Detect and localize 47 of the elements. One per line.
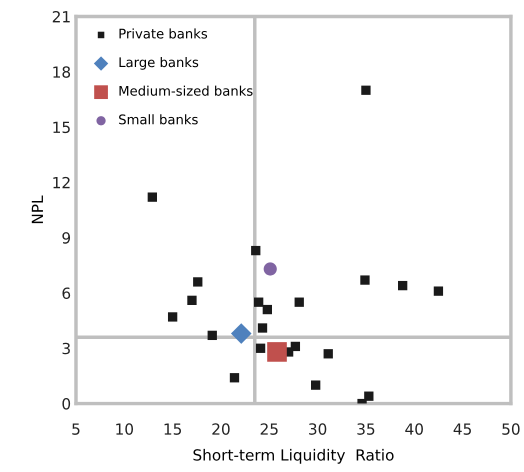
x-tick-label: 5 xyxy=(72,423,80,435)
x-axis-title: Short-term Liquidity Ratio xyxy=(193,448,394,464)
x-tick-label: 20 xyxy=(212,423,230,435)
point xyxy=(290,342,300,352)
point xyxy=(254,298,264,307)
y-tick-label: 9 xyxy=(62,232,70,244)
point xyxy=(398,280,408,290)
x-tick-label: 45 xyxy=(454,423,471,435)
x-tick-label: 10 xyxy=(116,423,134,435)
legend-label: Small banks xyxy=(119,114,198,124)
y-tick-label: 15 xyxy=(53,122,70,134)
point xyxy=(258,323,268,333)
point xyxy=(230,373,240,382)
point xyxy=(324,349,333,358)
point xyxy=(311,380,320,390)
y-tick-label: 12 xyxy=(53,176,70,188)
point xyxy=(361,86,371,95)
point xyxy=(294,298,304,307)
point xyxy=(267,342,287,362)
point xyxy=(364,392,374,401)
y-tick-label: 6 xyxy=(62,287,70,299)
x-tick-label: 30 xyxy=(309,423,326,435)
point xyxy=(148,192,157,202)
point xyxy=(251,246,260,256)
point xyxy=(208,330,217,340)
y-tick-label: 3 xyxy=(62,342,70,354)
x-tick-label: 35 xyxy=(357,423,374,435)
y-tick-label: 0 xyxy=(62,398,70,410)
x-tick-label: 15 xyxy=(164,423,182,435)
point xyxy=(434,286,444,296)
y-tick-label: 21 xyxy=(52,10,70,22)
point xyxy=(187,296,197,306)
point xyxy=(168,312,178,322)
legend-label: Private banks xyxy=(119,28,208,39)
legend-label: Medium-sized banks xyxy=(119,86,253,96)
legend-label: Large banks xyxy=(119,57,198,70)
point xyxy=(360,275,370,285)
x-tick-label: 25 xyxy=(260,423,278,435)
point xyxy=(230,323,252,344)
y-axis-title: NPL xyxy=(32,196,43,224)
x-tick-label: 40 xyxy=(405,423,423,435)
y-tick-label: 18 xyxy=(53,66,70,78)
point xyxy=(193,277,202,287)
point xyxy=(256,344,266,353)
point xyxy=(262,304,272,314)
point xyxy=(264,262,277,276)
x-tick-label: 50 xyxy=(502,423,520,435)
